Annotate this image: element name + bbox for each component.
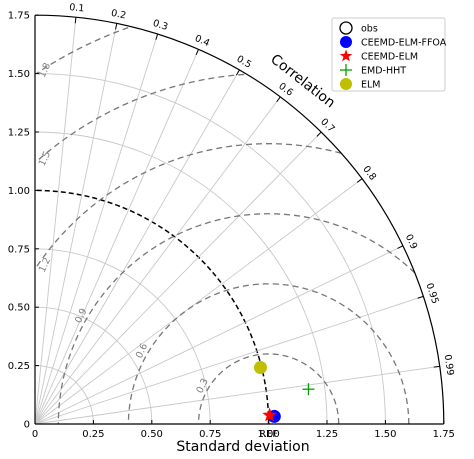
corr-tick-mark: [417, 295, 424, 299]
legend-label-elm: ELM: [361, 80, 381, 91]
corr-tick-mark: [195, 49, 199, 56]
y-tick-label: 1.25: [8, 128, 30, 139]
y-tick-label: 0.50: [8, 303, 30, 314]
corr-grid-line: [34, 96, 281, 425]
x-tick-label: 0.25: [82, 429, 104, 440]
outer-arc: [34, 14, 445, 425]
corr-tick-mark: [115, 23, 118, 30]
x-axis-title: Standard deviation: [176, 439, 309, 455]
data-marks: [253, 360, 315, 423]
y-tick-label: 0.25: [8, 361, 30, 372]
corr-tick-mark: [356, 178, 363, 183]
std-grid-arc: [34, 306, 153, 425]
legend-marker-ceemd-elm-ffoa: [340, 36, 352, 48]
std-grid-arc: [34, 365, 94, 425]
legend-label-ceemd-elm-ffoa: CEEMD-ELM-FFOA: [361, 38, 447, 49]
x-tick-label: 1.00: [257, 429, 279, 440]
y-tick-label: 1.50: [8, 69, 30, 80]
legend-label-ceemd-elm: CEEMD-ELM: [361, 52, 418, 63]
x-tick-label: 1.25: [316, 429, 338, 440]
legend-items: obs CEEMD-ELM-FFOA CEEMD-ELM EMD-HHT ELM: [339, 21, 447, 91]
rms-contour: [197, 353, 340, 424]
corr-tick-mark: [74, 17, 77, 24]
corr-tick-mark: [316, 131, 322, 137]
corr-tick-mark: [433, 365, 440, 368]
rms-contour: [127, 283, 410, 425]
corr-tick-mark: [235, 69, 240, 76]
legend: obs CEEMD-ELM-FFOA CEEMD-ELM EMD-HHT ELM: [331, 17, 447, 92]
std-grid-arc: [34, 73, 386, 425]
legend-box: [331, 17, 446, 92]
plot-frame: [34, 14, 445, 425]
rms-contour-label: 0.3: [195, 377, 211, 395]
corr-grid-line: [34, 365, 440, 425]
corr-tick-mark: [155, 33, 159, 40]
y-tick-label: 1.75: [8, 11, 30, 22]
corr-tick-label: 0.2: [110, 8, 127, 22]
std-grid-arc: [34, 131, 328, 425]
corr-tick-label: 0.4: [193, 33, 211, 49]
corr-grid-line: [34, 17, 77, 425]
x-tick-label: 0.75: [199, 429, 221, 440]
corr-grid-line: [34, 69, 240, 425]
corr-tick-label: 0.95: [423, 282, 440, 306]
corr-tick-label: 0.9: [403, 233, 419, 251]
x-tick-label: 1.50: [374, 429, 396, 440]
corr-tick-mark: [276, 96, 281, 103]
y-tick-label: 0.75: [8, 244, 30, 255]
corr-axis-title: Correlation: [267, 51, 338, 111]
corr-tick-label: 0.1: [69, 2, 85, 14]
grid-layer: [34, 17, 440, 425]
corr-grid-line: [34, 33, 159, 425]
rms-contour: [34, 143, 342, 270]
point-elm: [253, 360, 267, 374]
corr-grid-line: [34, 49, 199, 425]
point-ceemd-elm: [262, 407, 277, 422]
x-tick-label: 0.50: [141, 429, 163, 440]
rms-contour: [57, 213, 416, 425]
rms-contour-label: 1.5: [37, 150, 53, 168]
legend-marker-elm: [340, 78, 352, 90]
legend-marker-obs: [339, 21, 353, 35]
x-tick-label: 0: [32, 429, 38, 440]
legend-marker-emd-hht: [340, 64, 352, 76]
corr-grid-line: [34, 245, 404, 425]
rms-contour-label: 0.6: [134, 342, 150, 360]
y-tick-label: 0: [24, 420, 30, 431]
std-grid-arc: [34, 248, 211, 425]
ref-label: REF: [259, 429, 278, 440]
point-emd-hht: [302, 383, 315, 396]
corr-grid-line: [34, 23, 118, 425]
rms-contour-label: 0.9: [73, 307, 89, 325]
legend-label-emd-hht: EMD-HHT: [361, 66, 406, 77]
corr-tick-mark: [397, 245, 404, 249]
corr-grid-line: [34, 295, 424, 425]
y-tick-label: 1.00: [8, 186, 30, 197]
corr-grid-line: [34, 131, 322, 425]
corr-grid-line: [34, 178, 363, 425]
corr-tick-label: 0.99: [442, 354, 456, 376]
corr-tick-label: 0.3: [151, 18, 169, 33]
legend-marker-ceemd-elm: [339, 49, 353, 62]
x-tick-label: 1.75: [433, 429, 455, 440]
legend-label-obs: obs: [361, 24, 378, 35]
rms-contour: [35, 73, 245, 163]
rms-contour: [36, 27, 129, 74]
